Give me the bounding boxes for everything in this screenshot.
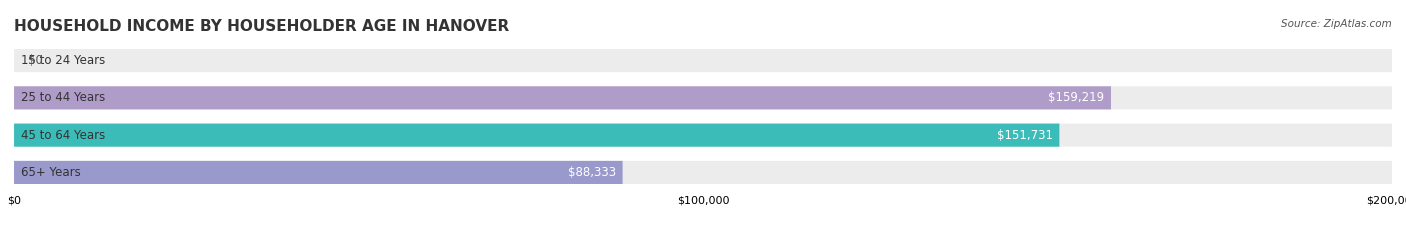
Text: 65+ Years: 65+ Years — [21, 166, 80, 179]
Text: Source: ZipAtlas.com: Source: ZipAtlas.com — [1281, 19, 1392, 29]
FancyBboxPatch shape — [14, 86, 1392, 110]
Text: $159,219: $159,219 — [1047, 91, 1104, 104]
FancyBboxPatch shape — [14, 161, 623, 184]
FancyBboxPatch shape — [14, 123, 1392, 147]
FancyBboxPatch shape — [14, 49, 1392, 72]
Text: 45 to 64 Years: 45 to 64 Years — [21, 129, 105, 142]
FancyBboxPatch shape — [14, 161, 1392, 184]
Text: HOUSEHOLD INCOME BY HOUSEHOLDER AGE IN HANOVER: HOUSEHOLD INCOME BY HOUSEHOLDER AGE IN H… — [14, 19, 509, 34]
Text: $151,731: $151,731 — [997, 129, 1053, 142]
Text: 15 to 24 Years: 15 to 24 Years — [21, 54, 105, 67]
Text: $0: $0 — [28, 54, 42, 67]
Text: $88,333: $88,333 — [568, 166, 616, 179]
FancyBboxPatch shape — [14, 123, 1059, 147]
FancyBboxPatch shape — [14, 86, 1111, 110]
Text: 25 to 44 Years: 25 to 44 Years — [21, 91, 105, 104]
